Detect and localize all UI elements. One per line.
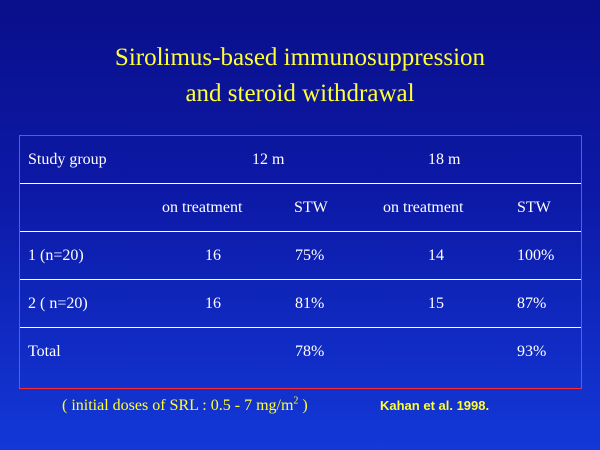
cell-group: Total	[28, 343, 61, 360]
cell-on-treatment-12: 16	[205, 247, 221, 264]
cell-group: 1 (n=20)	[28, 247, 84, 264]
title-line-1: Sirolimus-based immunosuppression	[114, 44, 486, 71]
citation: Kahan et al. 1998.	[380, 398, 490, 413]
cell-stw-12: 75%	[295, 247, 325, 264]
table-subheader-row: on treatment STW on treatment STW	[20, 184, 581, 232]
footnote-text: ( initial doses of SRL : 0.5 - 7 mg/m	[62, 397, 294, 414]
footnote-close: )	[298, 397, 308, 414]
table-header-row: Study group 12 m 18 m	[20, 136, 581, 184]
cell-on-treatment-18: 15	[428, 295, 444, 312]
cell-stw-12: 78%	[295, 343, 325, 360]
cell-stw-12: 81%	[295, 295, 325, 312]
table-row-total: Total 78% 93%	[20, 328, 581, 376]
header-study-group: Study group	[28, 151, 107, 168]
cell-on-treatment-12: 16	[205, 295, 221, 312]
cell-group: 2 ( n=20)	[28, 295, 88, 312]
subheader-stw-18: STW	[517, 199, 551, 216]
row-divider	[20, 183, 581, 184]
table-row: 2 ( n=20) 16 81% 15 87%	[20, 280, 581, 328]
row-divider	[20, 231, 581, 232]
subheader-stw-12: STW	[294, 199, 328, 216]
cell-stw-18: 93%	[517, 343, 547, 360]
results-table: Study group 12 m 18 m on treatment STW o…	[19, 135, 582, 389]
subheader-on-treatment-12: on treatment	[162, 199, 243, 216]
slide-title: Sirolimus-based immunosuppression and st…	[0, 40, 600, 112]
header-12m: 12 m	[252, 151, 285, 168]
cell-stw-18: 87%	[517, 295, 547, 312]
subheader-on-treatment-18: on treatment	[383, 199, 464, 216]
cell-on-treatment-18: 14	[428, 247, 444, 264]
header-18m: 18 m	[428, 151, 461, 168]
footnote-dosage: ( initial doses of SRL : 0.5 - 7 mg/m2 )	[62, 395, 308, 415]
footnote-superscript: 2	[293, 395, 299, 407]
cell-stw-18: 100%	[517, 247, 555, 264]
title-line-2: and steroid withdrawal	[185, 80, 415, 107]
row-divider	[20, 279, 581, 280]
row-divider	[20, 327, 581, 328]
table-row: 1 (n=20) 16 75% 14 100%	[20, 232, 581, 280]
